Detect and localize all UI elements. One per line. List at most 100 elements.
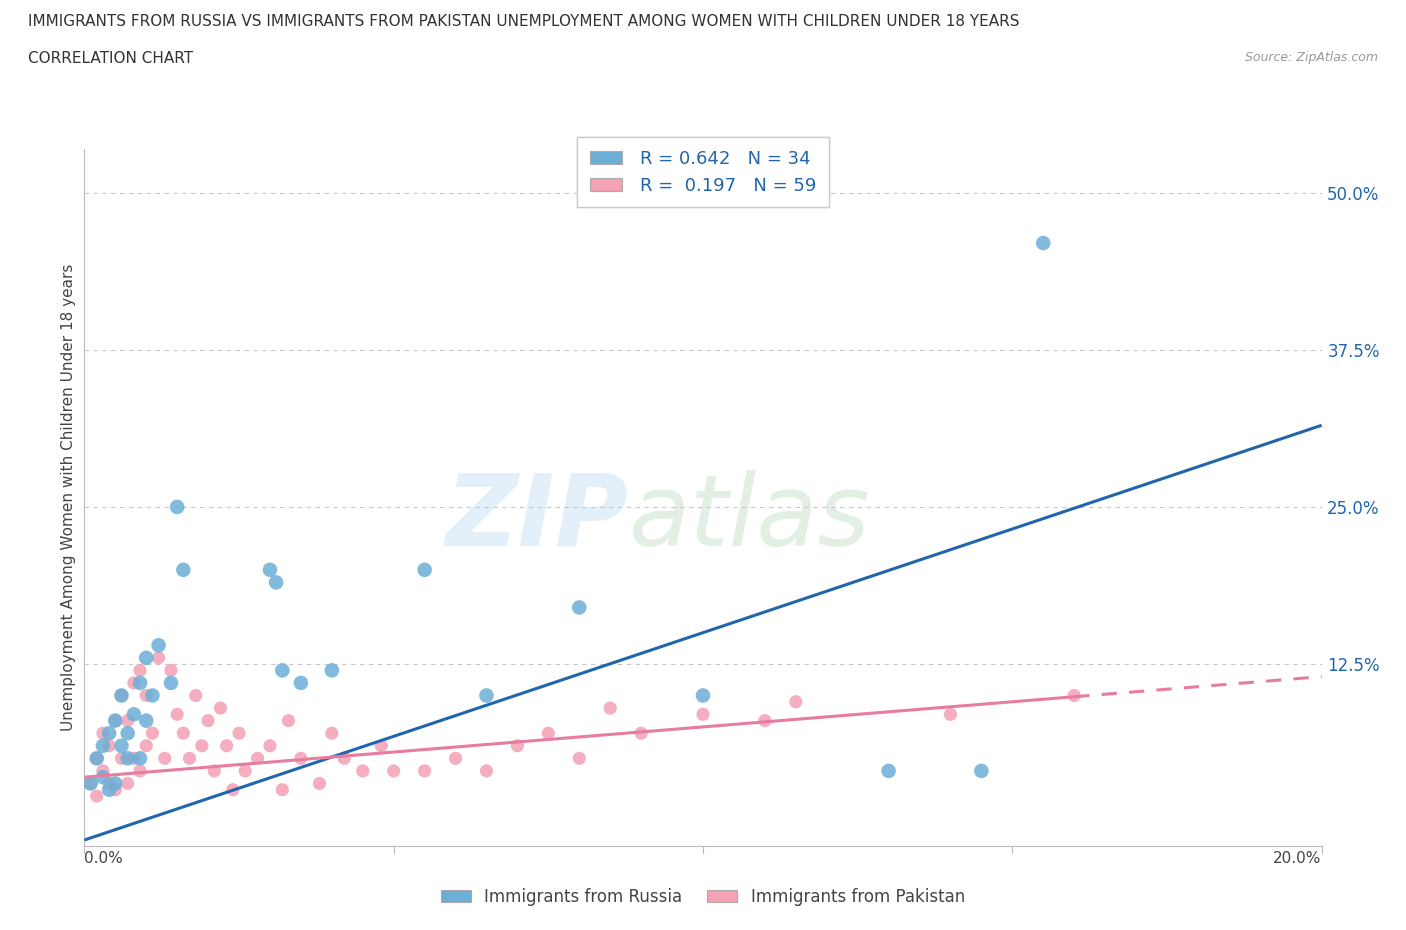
Point bbox=[91, 738, 114, 753]
Point bbox=[172, 725, 194, 740]
Y-axis label: Unemployment Among Women with Children Under 18 years: Unemployment Among Women with Children U… bbox=[60, 264, 76, 731]
Point bbox=[141, 688, 163, 703]
Point bbox=[264, 575, 287, 590]
Point bbox=[754, 713, 776, 728]
Text: 0.0%: 0.0% bbox=[84, 851, 124, 866]
Point bbox=[599, 700, 621, 715]
Point bbox=[86, 751, 108, 765]
Point bbox=[160, 675, 183, 690]
Text: CORRELATION CHART: CORRELATION CHART bbox=[28, 51, 193, 66]
Point bbox=[370, 738, 392, 753]
Point bbox=[166, 707, 188, 722]
Point bbox=[277, 713, 299, 728]
Point bbox=[939, 707, 962, 722]
Point bbox=[98, 776, 121, 790]
Point bbox=[271, 782, 294, 797]
Point bbox=[413, 764, 436, 778]
Point bbox=[179, 751, 201, 765]
Point bbox=[259, 563, 281, 578]
Point bbox=[475, 764, 498, 778]
Text: ZIP: ZIP bbox=[446, 470, 628, 567]
Point bbox=[98, 738, 121, 753]
Point bbox=[321, 725, 343, 740]
Point bbox=[166, 499, 188, 514]
Point bbox=[308, 776, 330, 790]
Point bbox=[110, 688, 132, 703]
Legend: Immigrants from Russia, Immigrants from Pakistan: Immigrants from Russia, Immigrants from … bbox=[434, 881, 972, 912]
Point bbox=[91, 764, 114, 778]
Text: IMMIGRANTS FROM RUSSIA VS IMMIGRANTS FROM PAKISTAN UNEMPLOYMENT AMONG WOMEN WITH: IMMIGRANTS FROM RUSSIA VS IMMIGRANTS FRO… bbox=[28, 14, 1019, 29]
Point bbox=[135, 650, 157, 665]
Point bbox=[79, 776, 101, 790]
Point bbox=[117, 725, 139, 740]
Point bbox=[333, 751, 356, 765]
Point bbox=[153, 751, 176, 765]
Point bbox=[86, 789, 108, 804]
Point bbox=[79, 776, 101, 790]
Point bbox=[970, 764, 993, 778]
Point bbox=[215, 738, 238, 753]
Text: atlas: atlas bbox=[628, 470, 870, 567]
Point bbox=[1032, 235, 1054, 250]
Point bbox=[91, 770, 114, 785]
Point bbox=[475, 688, 498, 703]
Point bbox=[197, 713, 219, 728]
Point bbox=[184, 688, 207, 703]
Point bbox=[104, 713, 127, 728]
Point bbox=[191, 738, 214, 753]
Point bbox=[135, 688, 157, 703]
Text: 20.0%: 20.0% bbox=[1274, 851, 1322, 866]
Point bbox=[877, 764, 900, 778]
Point bbox=[122, 751, 145, 765]
Point bbox=[259, 738, 281, 753]
Point bbox=[141, 725, 163, 740]
Point bbox=[1063, 688, 1085, 703]
Point bbox=[110, 738, 132, 753]
Point bbox=[352, 764, 374, 778]
Point bbox=[290, 675, 312, 690]
Point bbox=[129, 751, 152, 765]
Point bbox=[117, 751, 139, 765]
Point bbox=[135, 738, 157, 753]
Point bbox=[160, 663, 183, 678]
Point bbox=[568, 751, 591, 765]
Point bbox=[148, 650, 170, 665]
Point bbox=[104, 776, 127, 790]
Point bbox=[172, 563, 194, 578]
Point bbox=[129, 675, 152, 690]
Point bbox=[117, 776, 139, 790]
Legend: R = 0.642   N = 34, R =  0.197   N = 59: R = 0.642 N = 34, R = 0.197 N = 59 bbox=[576, 137, 830, 207]
Point bbox=[537, 725, 560, 740]
Point bbox=[321, 663, 343, 678]
Point bbox=[122, 707, 145, 722]
Point bbox=[110, 751, 132, 765]
Point bbox=[86, 751, 108, 765]
Point bbox=[692, 707, 714, 722]
Text: Source: ZipAtlas.com: Source: ZipAtlas.com bbox=[1244, 51, 1378, 64]
Point bbox=[382, 764, 405, 778]
Point bbox=[117, 713, 139, 728]
Point bbox=[222, 782, 245, 797]
Point bbox=[290, 751, 312, 765]
Point bbox=[785, 695, 807, 710]
Point bbox=[692, 688, 714, 703]
Point bbox=[135, 713, 157, 728]
Point bbox=[568, 600, 591, 615]
Point bbox=[506, 738, 529, 753]
Point bbox=[228, 725, 250, 740]
Point bbox=[122, 675, 145, 690]
Point bbox=[271, 663, 294, 678]
Point bbox=[104, 782, 127, 797]
Point bbox=[413, 563, 436, 578]
Point bbox=[202, 764, 225, 778]
Point bbox=[98, 782, 121, 797]
Point bbox=[129, 764, 152, 778]
Point bbox=[630, 725, 652, 740]
Point bbox=[209, 700, 232, 715]
Point bbox=[233, 764, 256, 778]
Point bbox=[246, 751, 269, 765]
Point bbox=[148, 638, 170, 653]
Point bbox=[104, 713, 127, 728]
Point bbox=[91, 725, 114, 740]
Point bbox=[110, 688, 132, 703]
